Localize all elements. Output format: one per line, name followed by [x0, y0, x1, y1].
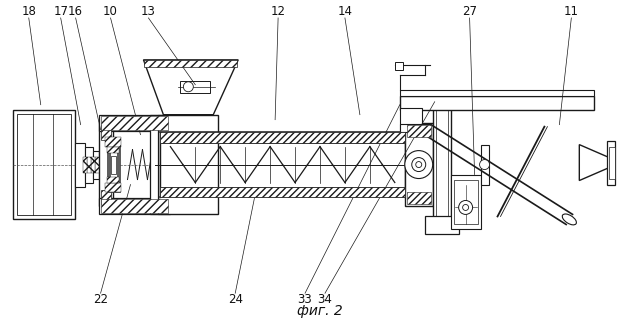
- Bar: [13, 110, 75, 220]
- Text: 33: 33: [298, 293, 312, 306]
- Circle shape: [463, 204, 468, 211]
- Circle shape: [412, 157, 426, 172]
- Text: 17: 17: [53, 5, 68, 19]
- Bar: [400, 90, 595, 96]
- Bar: [407, 193, 431, 204]
- Bar: [161, 187, 404, 197]
- Text: 11: 11: [564, 5, 579, 19]
- Bar: [75, 143, 84, 187]
- Text: 13: 13: [141, 5, 156, 19]
- Bar: [161, 132, 404, 143]
- Bar: [91, 156, 95, 172]
- Bar: [17, 114, 70, 215]
- Bar: [104, 182, 120, 193]
- Circle shape: [479, 160, 490, 170]
- Bar: [100, 116, 168, 130]
- Bar: [425, 216, 459, 234]
- Bar: [109, 146, 118, 183]
- Text: 24: 24: [228, 293, 243, 306]
- Bar: [99, 198, 170, 214]
- Bar: [84, 147, 93, 182]
- Bar: [404, 123, 433, 206]
- Bar: [433, 105, 451, 224]
- Polygon shape: [579, 145, 609, 180]
- Bar: [400, 124, 429, 132]
- Bar: [108, 140, 118, 188]
- Bar: [400, 108, 422, 130]
- Text: 22: 22: [93, 293, 108, 306]
- Bar: [99, 115, 170, 131]
- Circle shape: [459, 200, 472, 214]
- Circle shape: [183, 82, 193, 92]
- Circle shape: [416, 162, 422, 168]
- Text: 12: 12: [271, 5, 285, 19]
- Bar: [150, 115, 159, 214]
- Bar: [100, 189, 111, 204]
- Text: фиг. 2: фиг. 2: [297, 304, 343, 318]
- Bar: [400, 96, 595, 110]
- Bar: [100, 199, 168, 213]
- Circle shape: [404, 151, 433, 179]
- Bar: [407, 125, 431, 137]
- Bar: [607, 140, 615, 185]
- Bar: [109, 151, 116, 179]
- Bar: [107, 177, 118, 182]
- Text: 16: 16: [68, 5, 83, 19]
- Bar: [104, 137, 120, 147]
- Bar: [111, 156, 116, 173]
- Bar: [95, 156, 99, 172]
- Bar: [436, 108, 447, 221]
- Bar: [609, 147, 615, 179]
- Bar: [93, 151, 99, 179]
- Bar: [180, 81, 211, 93]
- Bar: [145, 60, 237, 67]
- Text: 27: 27: [462, 5, 477, 19]
- Bar: [83, 156, 86, 172]
- Bar: [107, 147, 118, 153]
- Bar: [159, 115, 218, 214]
- Bar: [451, 174, 481, 229]
- Text: 18: 18: [21, 5, 36, 19]
- Text: 10: 10: [103, 5, 118, 19]
- Bar: [86, 156, 91, 172]
- Text: 34: 34: [317, 293, 332, 306]
- Bar: [100, 125, 111, 140]
- Text: 14: 14: [337, 5, 353, 19]
- Ellipse shape: [563, 214, 577, 225]
- Bar: [107, 137, 120, 193]
- Polygon shape: [143, 60, 238, 115]
- Bar: [454, 180, 477, 224]
- Bar: [99, 123, 113, 206]
- Bar: [395, 62, 403, 70]
- Bar: [481, 145, 488, 185]
